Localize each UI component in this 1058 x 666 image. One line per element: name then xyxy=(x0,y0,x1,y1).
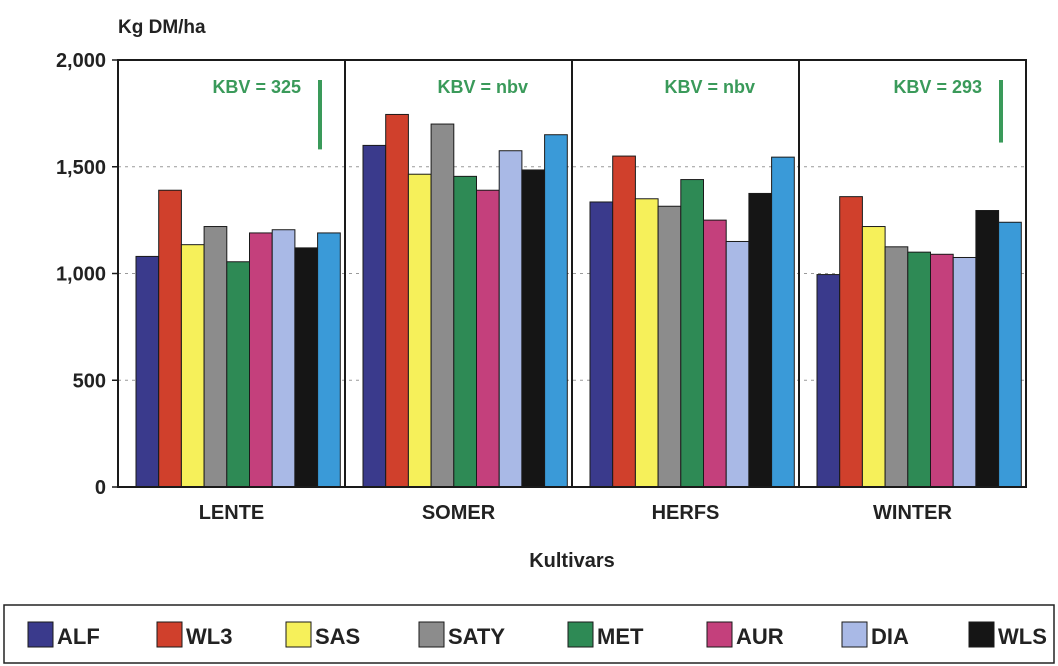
bar-dia-lente xyxy=(271,229,296,488)
bar-sas-herfs xyxy=(634,198,659,488)
legend-label-met: MET xyxy=(597,624,644,649)
y-tick-label: 1,500 xyxy=(56,157,106,179)
legend-swatch-wl3 xyxy=(156,621,183,648)
ticks-layer: 0 500 1,000 1,500 2,000 xyxy=(56,50,118,499)
bar-alf-lente xyxy=(135,255,160,488)
bar-wls-winter xyxy=(975,210,1000,488)
bar-wl3-lente xyxy=(158,189,182,488)
y-tick-label: 0 xyxy=(95,477,106,499)
category-label: SOMER xyxy=(422,502,496,524)
legend-label-sas: SAS xyxy=(315,624,360,649)
legend-swatch-sas xyxy=(285,621,312,648)
legend-swatch-dia xyxy=(841,621,868,648)
legend-swatch-wls xyxy=(968,621,995,648)
annotation-layer: KBV = 325 KBV = nbv KBV = nbv KBV = 293 xyxy=(212,77,1003,150)
y-tick-label: 500 xyxy=(73,370,106,392)
legend-box xyxy=(3,604,1055,664)
bar-sas-winter xyxy=(861,226,886,488)
y-axis-label: Kg DM/ha xyxy=(118,17,206,38)
bar-sas-somer xyxy=(407,173,432,488)
category-label: HERFS xyxy=(652,502,720,524)
bars-layer xyxy=(135,113,1022,488)
bar-cuf-herfs xyxy=(771,156,795,488)
bar-sas-lente xyxy=(180,244,205,488)
legend-label-saty: SATY xyxy=(448,624,505,649)
category-label: WINTER xyxy=(873,502,952,524)
bar-saty-herfs xyxy=(657,205,682,488)
bar-dia-winter xyxy=(952,256,977,488)
category-labels: LENTE SOMER HERFS WINTER xyxy=(199,502,953,524)
kbv-bar xyxy=(999,80,1003,143)
bar-wls-herfs xyxy=(748,192,773,488)
bar-wl3-herfs xyxy=(612,155,636,488)
category-label: LENTE xyxy=(199,502,265,524)
bar-met-herfs xyxy=(680,179,704,488)
bar-cuf-somer xyxy=(544,134,568,488)
legend-swatch-aur xyxy=(706,621,733,648)
bar-aur-winter xyxy=(930,253,954,488)
legend-swatch-saty xyxy=(418,621,445,648)
kbv-annotation: KBV = 293 xyxy=(893,77,982,97)
bar-cuf-winter xyxy=(998,221,1022,488)
legend-label-wl3: WL3 xyxy=(186,624,232,649)
bar-met-somer xyxy=(453,175,477,488)
legend: ALFWL3SASSATYMETAURDIAWLSCUF xyxy=(27,621,1047,649)
bar-dia-somer xyxy=(498,150,523,488)
legend-label-aur: AUR xyxy=(736,624,784,649)
bar-wls-somer xyxy=(521,169,546,488)
bar-saty-lente xyxy=(203,226,228,488)
legend-swatch-alf xyxy=(27,621,54,648)
legend-swatch-met xyxy=(567,621,594,648)
legend-label-alf: ALF xyxy=(57,624,100,649)
bar-wl3-winter xyxy=(839,196,863,488)
kbv-annotation: KBV = nbv xyxy=(664,77,755,97)
bar-saty-winter xyxy=(884,246,909,488)
bar-wls-lente xyxy=(294,247,319,488)
bar-alf-somer xyxy=(362,144,387,488)
bar-dia-herfs xyxy=(725,240,750,488)
kbv-bar xyxy=(318,80,322,150)
bar-saty-somer xyxy=(430,123,455,488)
bar-met-winter xyxy=(907,251,931,488)
legend-label-dia: DIA xyxy=(871,624,909,649)
bar-aur-lente xyxy=(249,232,273,488)
bar-cuf-lente xyxy=(317,232,341,488)
bar-aur-somer xyxy=(476,189,500,488)
y-tick-label: 1,000 xyxy=(56,264,106,286)
bar-wl3-somer xyxy=(385,113,409,488)
bar-alf-winter xyxy=(816,274,841,488)
kbv-annotation: KBV = nbv xyxy=(437,77,528,97)
bar-alf-herfs xyxy=(589,201,614,488)
legend-label-wls: WLS xyxy=(998,624,1047,649)
bar-aur-herfs xyxy=(703,219,727,488)
kbv-annotation: KBV = 325 xyxy=(212,77,301,97)
x-axis-label: Kultivars xyxy=(529,550,615,572)
y-tick-label: 2,000 xyxy=(56,50,106,72)
bar-met-lente xyxy=(226,261,251,488)
